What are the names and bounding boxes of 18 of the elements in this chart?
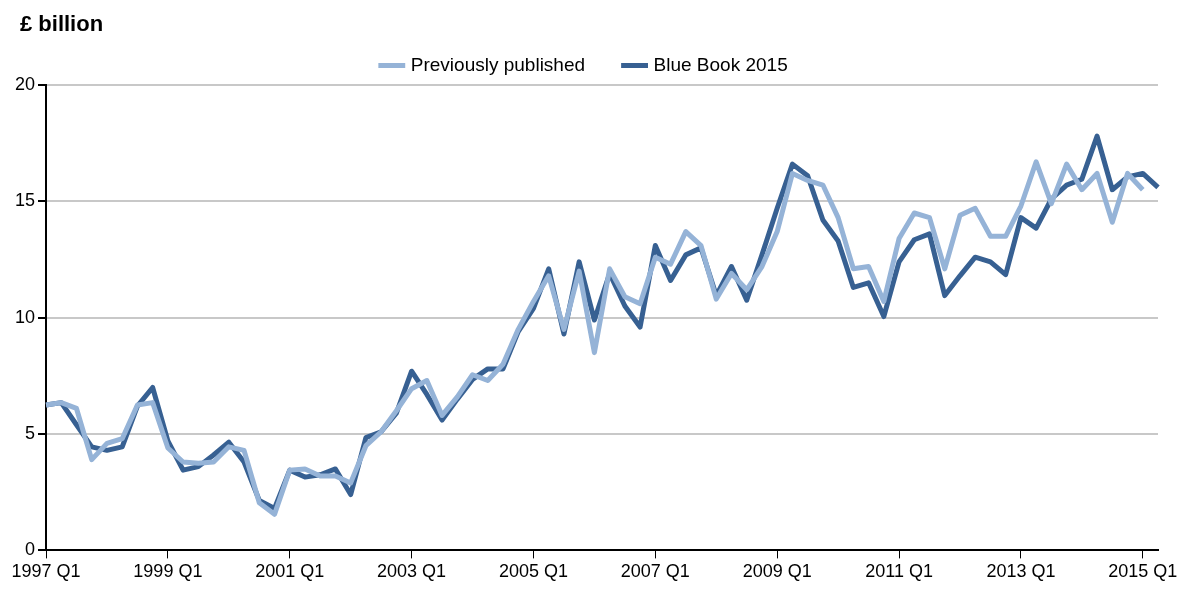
y-tick-label: 5	[25, 423, 36, 444]
x-tick-label: 2009 Q1	[742, 561, 812, 582]
y-tick-label: 0	[25, 539, 36, 560]
x-tick-label: 1999 Q1	[133, 561, 203, 582]
x-tick-label: 2007 Q1	[620, 561, 690, 582]
legend-label: Blue Book 2015	[653, 53, 788, 75]
legend-label: Previously published	[410, 53, 586, 75]
x-tick-label: 2013 Q1	[986, 561, 1056, 582]
x-tick-label: 2015 Q1	[1108, 561, 1178, 582]
x-tick-label: 2011 Q1	[865, 561, 933, 582]
x-tick-label: 2001 Q1	[255, 561, 325, 582]
x-tick-label: 2005 Q1	[498, 561, 568, 582]
y-tick-label: 20	[14, 73, 36, 94]
y-tick-label: 10	[14, 306, 36, 327]
y-tick-label: 15	[14, 190, 36, 211]
x-tick-label: 2003 Q1	[377, 561, 447, 582]
x-tick-label: 1997 Q1	[11, 561, 81, 582]
y-axis-title: £ billion	[20, 11, 104, 37]
